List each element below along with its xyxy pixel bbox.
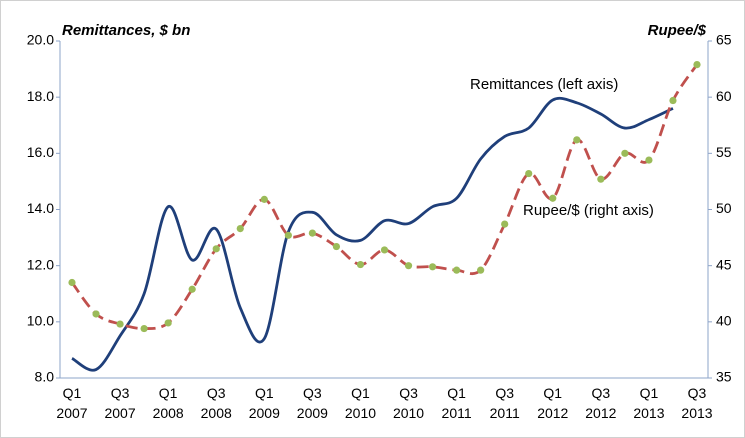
x-tick-label: Q3 2009 [297, 385, 328, 421]
y-tick-label: 12.0 [27, 256, 54, 272]
series-label: Remittances (left axis) [470, 76, 618, 93]
series-marker [164, 319, 172, 327]
y-tick-label: 16.0 [27, 144, 54, 160]
y2-tick-label: 55 [716, 144, 732, 160]
series-label: Rupee/$ (right axis) [523, 202, 654, 219]
series-marker [332, 242, 341, 251]
series-line [71, 96, 674, 372]
series-marker [68, 278, 76, 287]
series-marker [501, 220, 509, 228]
y-axis-title: Remittances, $ bn [62, 22, 190, 39]
series-marker [573, 136, 581, 144]
x-tick-label: Q1 2007 [56, 385, 87, 421]
y-tick-label: 18.0 [27, 88, 54, 104]
y2-tick-label: 65 [716, 32, 732, 48]
series-marker [404, 262, 413, 270]
series-marker [621, 149, 629, 157]
x-tick-label: Q3 2013 [681, 385, 712, 421]
series-marker [236, 224, 244, 233]
y-tick-label: 10.0 [27, 313, 54, 329]
x-tick-label: Q3 2011 [490, 385, 520, 421]
series-marker [308, 229, 316, 237]
y2-tick-label: 40 [716, 313, 732, 329]
x-tick-label: Q3 2008 [201, 385, 232, 421]
series-marker [356, 260, 365, 269]
x-tick-label: Q3 2012 [585, 385, 616, 421]
series-marker [477, 266, 485, 274]
x-tick-label: Q3 2010 [393, 385, 424, 421]
series-marker [645, 156, 653, 164]
series-marker [597, 175, 605, 183]
series-marker [549, 194, 557, 202]
series-marker [669, 96, 677, 105]
y-tick-label: 8.0 [35, 369, 55, 385]
series-marker [212, 245, 220, 253]
x-tick-label: Q1 2013 [633, 385, 664, 421]
y2-tick-label: 35 [716, 369, 732, 385]
series-marker [428, 263, 437, 271]
x-tick-label: Q3 2007 [104, 385, 135, 421]
series-marker [284, 231, 292, 239]
series-marker [260, 195, 268, 203]
x-tick-label: Q1 2009 [249, 385, 280, 421]
x-tick-label: Q1 2011 [442, 385, 472, 421]
y2-tick-label: 60 [716, 88, 732, 104]
series-marker [453, 266, 461, 274]
series-marker [693, 60, 701, 69]
y-tick-label: 14.0 [27, 200, 54, 216]
x-tick-label: Q1 2012 [537, 385, 568, 421]
series-marker [140, 324, 148, 333]
series-line [70, 63, 699, 330]
y2-tick-label: 50 [716, 200, 732, 216]
y2-tick-label: 45 [716, 256, 732, 272]
series-marker [116, 320, 124, 328]
y2-axis-title: Rupee/$ [648, 22, 707, 39]
series-marker [380, 246, 389, 254]
series-marker [92, 310, 100, 318]
series-marker [525, 169, 533, 178]
x-tick-label: Q1 2008 [153, 385, 184, 421]
series-marker [188, 285, 196, 293]
y-tick-label: 20.0 [27, 32, 54, 48]
x-tick-label: Q1 2010 [345, 385, 376, 421]
